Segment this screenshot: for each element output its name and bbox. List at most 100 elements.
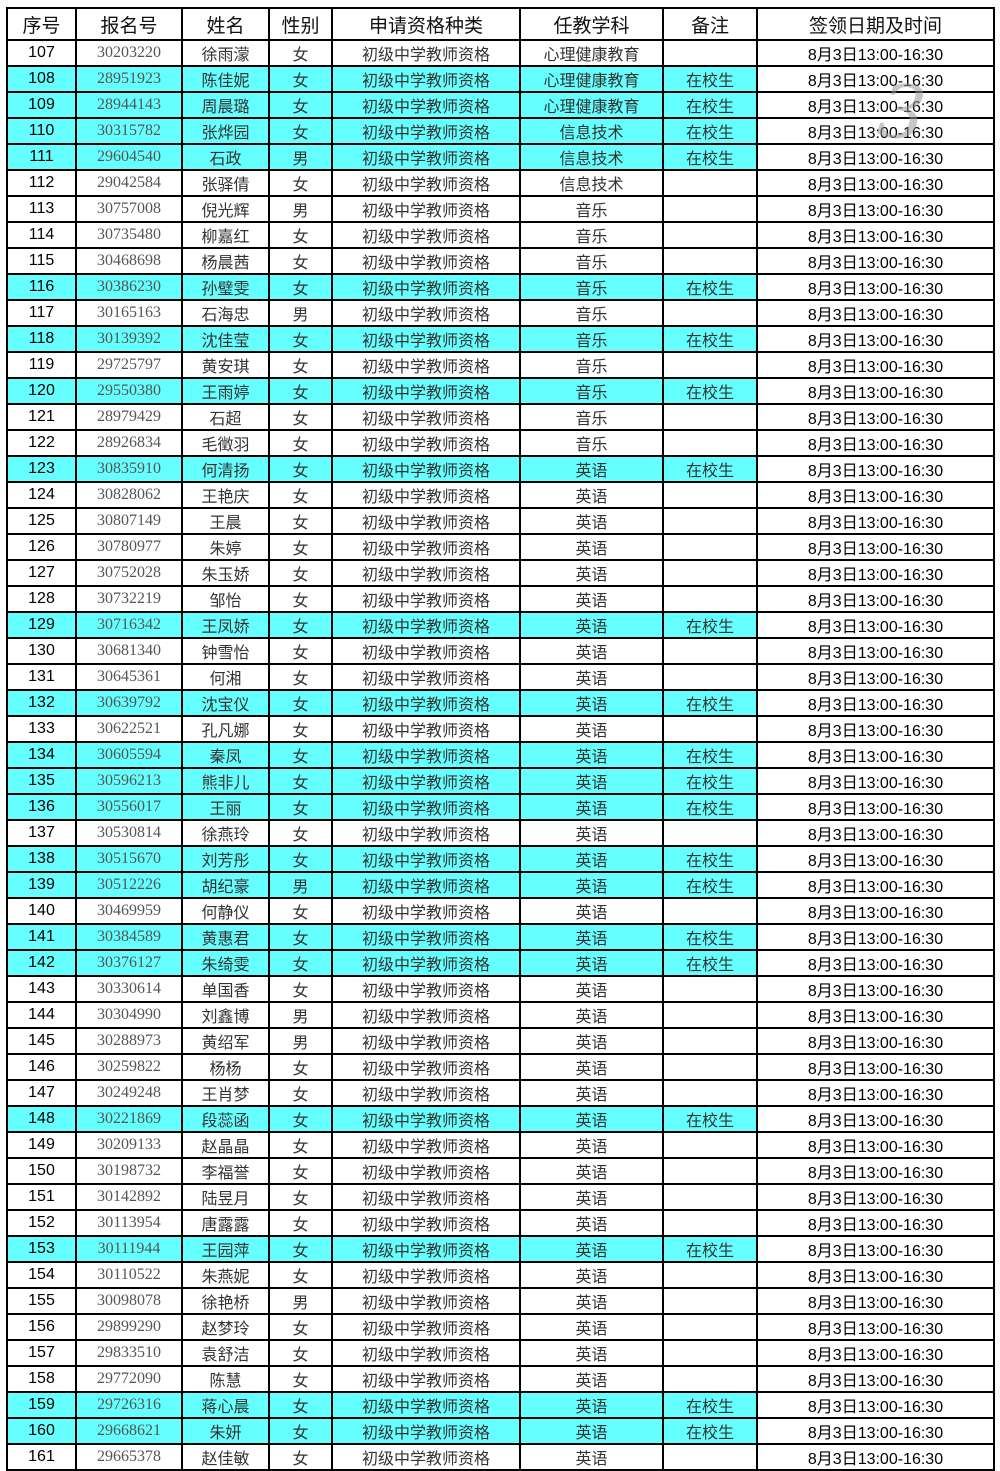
cell-qualification: 初级中学教师资格	[331, 611, 521, 639]
cell-note	[662, 1131, 758, 1159]
cell-name: 王雨婷	[181, 377, 270, 405]
table-row: 131 30645361 何湘 女 初级中学教师资格 英语 8月3日13:00-…	[6, 663, 995, 691]
table-row: 117 30165163 石海忠 男 初级中学教师资格 音乐 8月3日13:00…	[6, 299, 995, 327]
cell-seq: 123	[6, 455, 77, 483]
cell-note: 在校生	[662, 845, 758, 873]
table-row: 116 30386230 孙璧雯 女 初级中学教师资格 音乐 在校生 8月3日1…	[6, 273, 995, 301]
cell-qualification: 初级中学教师资格	[331, 195, 521, 223]
cell-reg-number: 29665378	[75, 1443, 183, 1471]
cell-qualification: 初级中学教师资格	[331, 481, 521, 509]
cell-subject: 英语	[519, 975, 664, 1003]
cell-note: 在校生	[662, 1105, 758, 1133]
cell-reg-number: 30315782	[75, 117, 183, 145]
cell-seq: 138	[6, 845, 77, 873]
cell-seq: 120	[6, 377, 77, 405]
cell-note	[662, 507, 758, 535]
table-row: 149 30209133 赵晶晶 女 初级中学教师资格 英语 8月3日13:00…	[6, 1131, 995, 1159]
cell-note	[662, 1209, 758, 1237]
cell-subject: 英语	[519, 611, 664, 639]
cell-datetime: 8月3日13:00-16:30	[756, 949, 995, 977]
cell-qualification: 初级中学教师资格	[331, 897, 521, 925]
cell-reg-number: 30716342	[75, 611, 183, 639]
cell-reg-number: 30681340	[75, 637, 183, 665]
table-row: 161 29665378 赵佳敏 女 初级中学教师资格 英语 8月3日13:00…	[6, 1443, 995, 1471]
cell-gender: 女	[268, 767, 333, 795]
cell-subject: 音乐	[519, 403, 664, 431]
cell-note: 在校生	[662, 767, 758, 795]
cell-qualification: 初级中学教师资格	[331, 559, 521, 587]
cell-note: 在校生	[662, 1235, 758, 1263]
cell-qualification: 初级中学教师资格	[331, 793, 521, 821]
cell-datetime: 8月3日13:00-16:30	[756, 247, 995, 275]
cell-seq: 129	[6, 611, 77, 639]
cell-gender: 女	[268, 715, 333, 743]
cell-seq: 141	[6, 923, 77, 951]
cell-seq: 148	[6, 1105, 77, 1133]
cell-qualification: 初级中学教师资格	[331, 377, 521, 405]
cell-qualification: 初级中学教师资格	[331, 585, 521, 613]
cell-seq: 143	[6, 975, 77, 1003]
cell-gender: 女	[268, 923, 333, 951]
table-row: 137 30530814 徐燕玲 女 初级中学教师资格 英语 8月3日13:00…	[6, 819, 995, 847]
cell-reg-number: 29772090	[75, 1365, 183, 1393]
cell-qualification: 初级中学教师资格	[331, 299, 521, 327]
table-row: 138 30515670 刘芳彤 女 初级中学教师资格 英语 在校生 8月3日1…	[6, 845, 995, 873]
cell-note	[662, 1053, 758, 1081]
cell-gender: 女	[268, 793, 333, 821]
cell-subject: 英语	[519, 923, 664, 951]
cell-reg-number: 30330614	[75, 975, 183, 1003]
cell-subject: 英语	[519, 897, 664, 925]
cell-gender: 女	[268, 1157, 333, 1185]
cell-datetime: 8月3日13:00-16:30	[756, 585, 995, 613]
cell-note	[662, 975, 758, 1003]
cell-datetime: 8月3日13:00-16:30	[756, 455, 995, 483]
cell-gender: 女	[268, 351, 333, 379]
cell-reg-number: 30468698	[75, 247, 183, 275]
cell-name: 张驿倩	[181, 169, 270, 197]
header-name: 姓名	[181, 7, 270, 41]
cell-datetime: 8月3日13:00-16:30	[756, 897, 995, 925]
cell-qualification: 初级中学教师资格	[331, 1287, 521, 1315]
cell-subject: 英语	[519, 1131, 664, 1159]
cell-name: 陆昱月	[181, 1183, 270, 1211]
cell-datetime: 8月3日13:00-16:30	[756, 1105, 995, 1133]
cell-seq: 118	[6, 325, 77, 353]
cell-qualification: 初级中学教师资格	[331, 1417, 521, 1445]
cell-subject: 英语	[519, 585, 664, 613]
cell-seq: 153	[6, 1235, 77, 1263]
cell-subject: 英语	[519, 1287, 664, 1315]
cell-reg-number: 29899290	[75, 1313, 183, 1341]
cell-seq: 116	[6, 273, 77, 301]
cell-name: 王晨	[181, 507, 270, 535]
cell-qualification: 初级中学教师资格	[331, 741, 521, 769]
cell-seq: 128	[6, 585, 77, 613]
cell-datetime: 8月3日13:00-16:30	[756, 663, 995, 691]
cell-note	[662, 351, 758, 379]
cell-reg-number: 30645361	[75, 663, 183, 691]
cell-subject: 英语	[519, 559, 664, 587]
cell-seq: 160	[6, 1417, 77, 1445]
roster-table: 序号 报名号 姓名 性别 申请资格种类 任教学科 备注 签领日期及时间 107 …	[6, 7, 995, 1471]
cell-seq: 131	[6, 663, 77, 691]
cell-subject: 英语	[519, 793, 664, 821]
cell-seq: 122	[6, 429, 77, 457]
cell-reg-number: 30139392	[75, 325, 183, 353]
cell-subject: 英语	[519, 1027, 664, 1055]
cell-qualification: 初级中学教师资格	[331, 975, 521, 1003]
cell-gender: 女	[268, 1313, 333, 1341]
cell-gender: 女	[268, 1365, 333, 1393]
cell-seq: 109	[6, 91, 77, 119]
header-datetime: 签领日期及时间	[756, 7, 995, 41]
cell-name: 赵梦玲	[181, 1313, 270, 1341]
cell-subject: 英语	[519, 715, 664, 743]
cell-subject: 英语	[519, 741, 664, 769]
cell-seq: 151	[6, 1183, 77, 1211]
cell-gender: 女	[268, 1417, 333, 1445]
cell-subject: 音乐	[519, 273, 664, 301]
cell-qualification: 初级中学教师资格	[331, 923, 521, 951]
cell-subject: 音乐	[519, 377, 664, 405]
roster-sheet: 序号 报名号 姓名 性别 申请资格种类 任教学科 备注 签领日期及时间 107 …	[6, 7, 995, 1471]
cell-subject: 英语	[519, 663, 664, 691]
cell-gender: 女	[268, 169, 333, 197]
cell-gender: 女	[268, 689, 333, 717]
